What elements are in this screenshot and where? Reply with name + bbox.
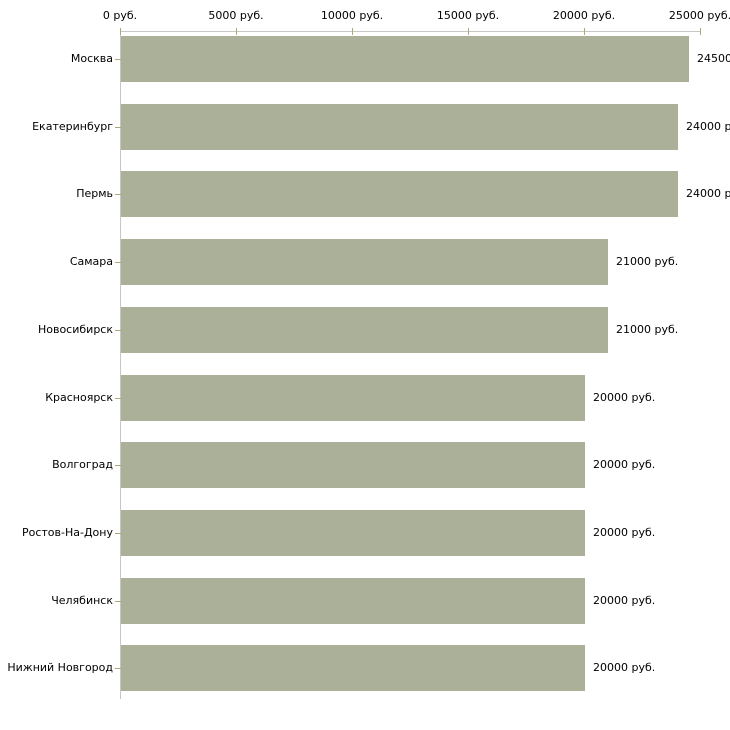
- bar-value-label: 20000 руб.: [593, 661, 656, 674]
- y-axis-tick-mark: [115, 59, 121, 60]
- y-axis-tick-mark: [115, 127, 121, 128]
- bar: [121, 171, 678, 217]
- x-axis-tick-mark: [236, 28, 237, 35]
- y-axis-category-label: Челябинск: [51, 594, 113, 607]
- y-axis-tick-mark: [115, 330, 121, 331]
- bar-value-label: 21000 руб.: [616, 323, 679, 336]
- y-axis-category-label: Ростов-На-Дону: [21, 526, 113, 539]
- x-axis-tick-label: 20000 руб.: [552, 9, 616, 22]
- bar-value-label: 20000 руб.: [593, 526, 656, 539]
- bar-value-label: 20000 руб.: [593, 594, 656, 607]
- x-axis-line: [120, 31, 701, 32]
- x-axis-tick-label: 15000 руб.: [436, 9, 500, 22]
- x-axis-tick-label: 0 руб.: [102, 9, 138, 22]
- bar-value-label: 20000 руб.: [593, 458, 656, 471]
- y-axis-category-label: Красноярск: [45, 391, 113, 404]
- x-axis-tick-mark: [352, 28, 353, 35]
- x-axis-tick-label: 25000 руб.: [668, 9, 730, 22]
- y-axis-tick-mark: [115, 194, 121, 195]
- y-axis-category-label: Пермь: [76, 187, 113, 200]
- x-axis-tick-label: 5000 руб.: [208, 9, 264, 22]
- bar: [121, 104, 678, 150]
- bar: [121, 239, 608, 285]
- bar-value-label: 24000 руб.: [686, 187, 730, 200]
- y-axis-category-label: Нижний Новгород: [7, 661, 113, 674]
- bar-value-label: 24500 руб.: [697, 52, 730, 65]
- x-axis-tick-mark: [584, 28, 585, 35]
- x-axis-tick-mark: [468, 28, 469, 35]
- y-axis-category-label: Самара: [69, 255, 113, 268]
- bar: [121, 645, 585, 691]
- bar: [121, 375, 585, 421]
- y-axis-category-label: Москва: [70, 52, 113, 65]
- bar-value-label: 24000 руб.: [686, 120, 730, 133]
- x-axis-tick-mark: [700, 28, 701, 35]
- y-axis-tick-mark: [115, 465, 121, 466]
- bar: [121, 307, 608, 353]
- y-axis-tick-mark: [115, 601, 121, 602]
- bar: [121, 510, 585, 556]
- bar: [121, 578, 585, 624]
- x-axis-tick-label: 10000 руб.: [320, 9, 384, 22]
- y-axis-category-label: Екатеринбург: [32, 120, 113, 133]
- y-axis-tick-mark: [115, 398, 121, 399]
- y-axis-category-label: Новосибирск: [37, 323, 113, 336]
- y-axis-tick-mark: [115, 668, 121, 669]
- y-axis-line: [120, 31, 121, 699]
- bar: [121, 442, 585, 488]
- y-axis-tick-mark: [115, 533, 121, 534]
- bar: [121, 36, 689, 82]
- y-axis-category-label: Волгоград: [52, 458, 113, 471]
- bar-value-label: 20000 руб.: [593, 391, 656, 404]
- bar-value-label: 21000 руб.: [616, 255, 679, 268]
- y-axis-tick-mark: [115, 262, 121, 263]
- x-axis-tick-mark: [120, 28, 121, 35]
